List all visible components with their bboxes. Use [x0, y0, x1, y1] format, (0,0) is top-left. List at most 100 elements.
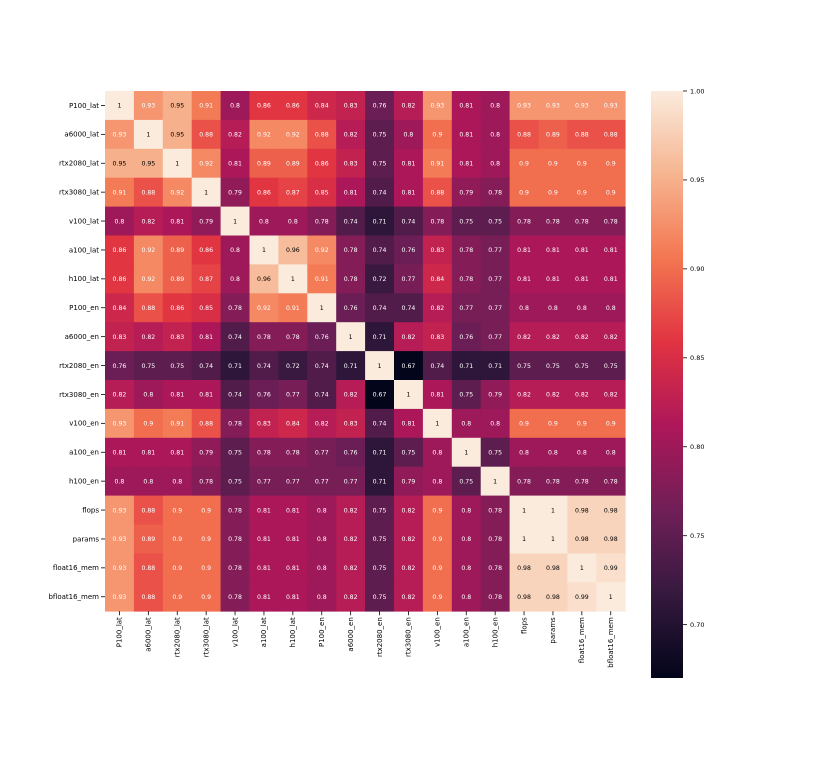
cell-value-label: 0.82: [517, 334, 531, 341]
heatmap-cell: [365, 351, 395, 381]
cell-value-label: 0.78: [488, 507, 502, 514]
cell-value-label: 0.77: [488, 276, 502, 283]
cell-value-label: 0.9: [432, 132, 442, 139]
cell-value-label: 0.81: [170, 449, 184, 456]
cell-value-label: 0.8: [461, 507, 471, 514]
cell-value-label: 0.71: [373, 334, 387, 341]
heatmap-cell: [278, 524, 308, 554]
heatmap-cell: [567, 91, 597, 121]
heatmap-cell: [567, 235, 597, 265]
heatmap-cell: [191, 322, 221, 352]
cell-value-label: 0.93: [604, 103, 618, 110]
row-tick-label: P100_lat: [69, 102, 99, 110]
cell-value-label: 0.78: [228, 536, 242, 543]
heatmap-cell: [133, 293, 164, 323]
heatmap-cell: [336, 437, 366, 468]
cell-value-label: 0.82: [344, 392, 358, 399]
heatmap-cell: [249, 351, 279, 381]
heatmap-cell: [451, 466, 482, 496]
cell-value-label: 0.76: [459, 334, 473, 341]
cell-value-label: 0.78: [228, 421, 242, 428]
heatmap-cell: [220, 235, 250, 265]
heatmap-cell: [394, 293, 424, 323]
cell-value-label: 0.82: [344, 594, 358, 601]
heatmap-cell: [422, 177, 453, 207]
cell-value-label: 0.78: [459, 276, 473, 283]
heatmap-cell: [162, 235, 193, 265]
cell-value-label: 0.95: [170, 103, 184, 110]
cell-value-label: 0.78: [228, 305, 242, 312]
cell-value-label: 0.71: [488, 363, 502, 370]
cell-value-label: 0.71: [344, 363, 358, 370]
cell-value-label: 0.76: [344, 449, 358, 456]
heatmap-cell: [480, 437, 510, 468]
cell-value-label: 0.79: [488, 392, 502, 399]
heatmap-cell: [307, 206, 337, 236]
heatmap-cell: [480, 582, 510, 612]
cell-value-label: 0.77: [488, 305, 502, 312]
cell-value-label: 0.9: [432, 507, 442, 514]
heatmap-cell: [105, 119, 135, 150]
column-tick-label: float16_mem: [578, 617, 586, 663]
cell-value-label: 0.83: [344, 103, 358, 110]
row-tick-label: float16_mem: [53, 564, 99, 572]
heatmap-cell: [422, 437, 453, 468]
cell-value-label: 0.83: [430, 247, 444, 254]
cell-value-label: 0.75: [459, 218, 473, 225]
cell-value-label: 0.75: [517, 363, 531, 370]
heatmap-cell: [451, 408, 482, 439]
cell-value-label: 0.86: [286, 103, 300, 110]
cell-value-label: 0.93: [113, 565, 127, 572]
heatmap-cell: [451, 524, 482, 554]
cell-value-label: 0.8: [519, 305, 529, 312]
heatmap-cell: [249, 495, 279, 525]
cell-value-label: 0.93: [113, 132, 127, 139]
cell-value-label: 0.98: [546, 565, 560, 572]
heatmap-cell: [220, 206, 250, 236]
cell-value-label: 0.76: [257, 392, 271, 399]
cell-value-label: 0.8: [230, 247, 240, 254]
colorbar-tick-label: 0.80: [690, 443, 704, 451]
heatmap-cell: [567, 466, 597, 496]
heatmap-cell: [162, 91, 193, 121]
heatmap-cell: [133, 582, 164, 612]
heatmap-cell: [307, 351, 337, 381]
heatmap-cell: [162, 119, 193, 150]
row-tick-label: P100_en: [69, 304, 99, 312]
heatmap-cell: [220, 351, 250, 381]
heatmap-cell: [307, 148, 337, 179]
cell-value-label: 0.9: [172, 594, 182, 601]
heatmap-cell: [394, 264, 424, 294]
heatmap-cell: [336, 495, 366, 525]
cell-value-label: 0.8: [317, 565, 327, 572]
row-tick-label: a100_en: [69, 449, 99, 457]
cell-value-label: 0.78: [488, 189, 502, 196]
heatmap-cell: [422, 293, 453, 323]
cell-value-label: 1: [522, 507, 526, 514]
heatmap-cell: [133, 408, 164, 439]
heatmap-cell: [278, 380, 308, 410]
heatmap-cell: [336, 380, 366, 410]
cell-value-label: 0.92: [170, 189, 184, 196]
heatmap-cell: [105, 466, 135, 496]
heatmap-cell: [278, 264, 308, 294]
heatmap-cell: [509, 553, 539, 583]
cell-value-label: 0.81: [517, 276, 531, 283]
heatmap-cell: [509, 322, 539, 352]
cell-value-label: 0.86: [170, 305, 184, 312]
cell-value-label: 0.82: [402, 507, 416, 514]
cell-value-label: 0.78: [459, 247, 473, 254]
cell-value-label: 0.81: [604, 276, 618, 283]
cell-value-label: 0.8: [432, 449, 442, 456]
heatmap-cell: [105, 582, 135, 612]
cell-value-label: 0.86: [257, 103, 271, 110]
heatmap-cell: [278, 582, 308, 612]
heatmap-cell: [422, 553, 453, 583]
cell-value-label: 0.75: [459, 392, 473, 399]
cell-value-label: 0.9: [548, 421, 558, 428]
cell-value-label: 0.8: [230, 103, 240, 110]
column-tick-label: v100_en: [434, 617, 442, 647]
cell-value-label: 0.91: [315, 276, 329, 283]
heatmap-cell: [307, 466, 337, 496]
heatmap-cell: [220, 264, 250, 294]
